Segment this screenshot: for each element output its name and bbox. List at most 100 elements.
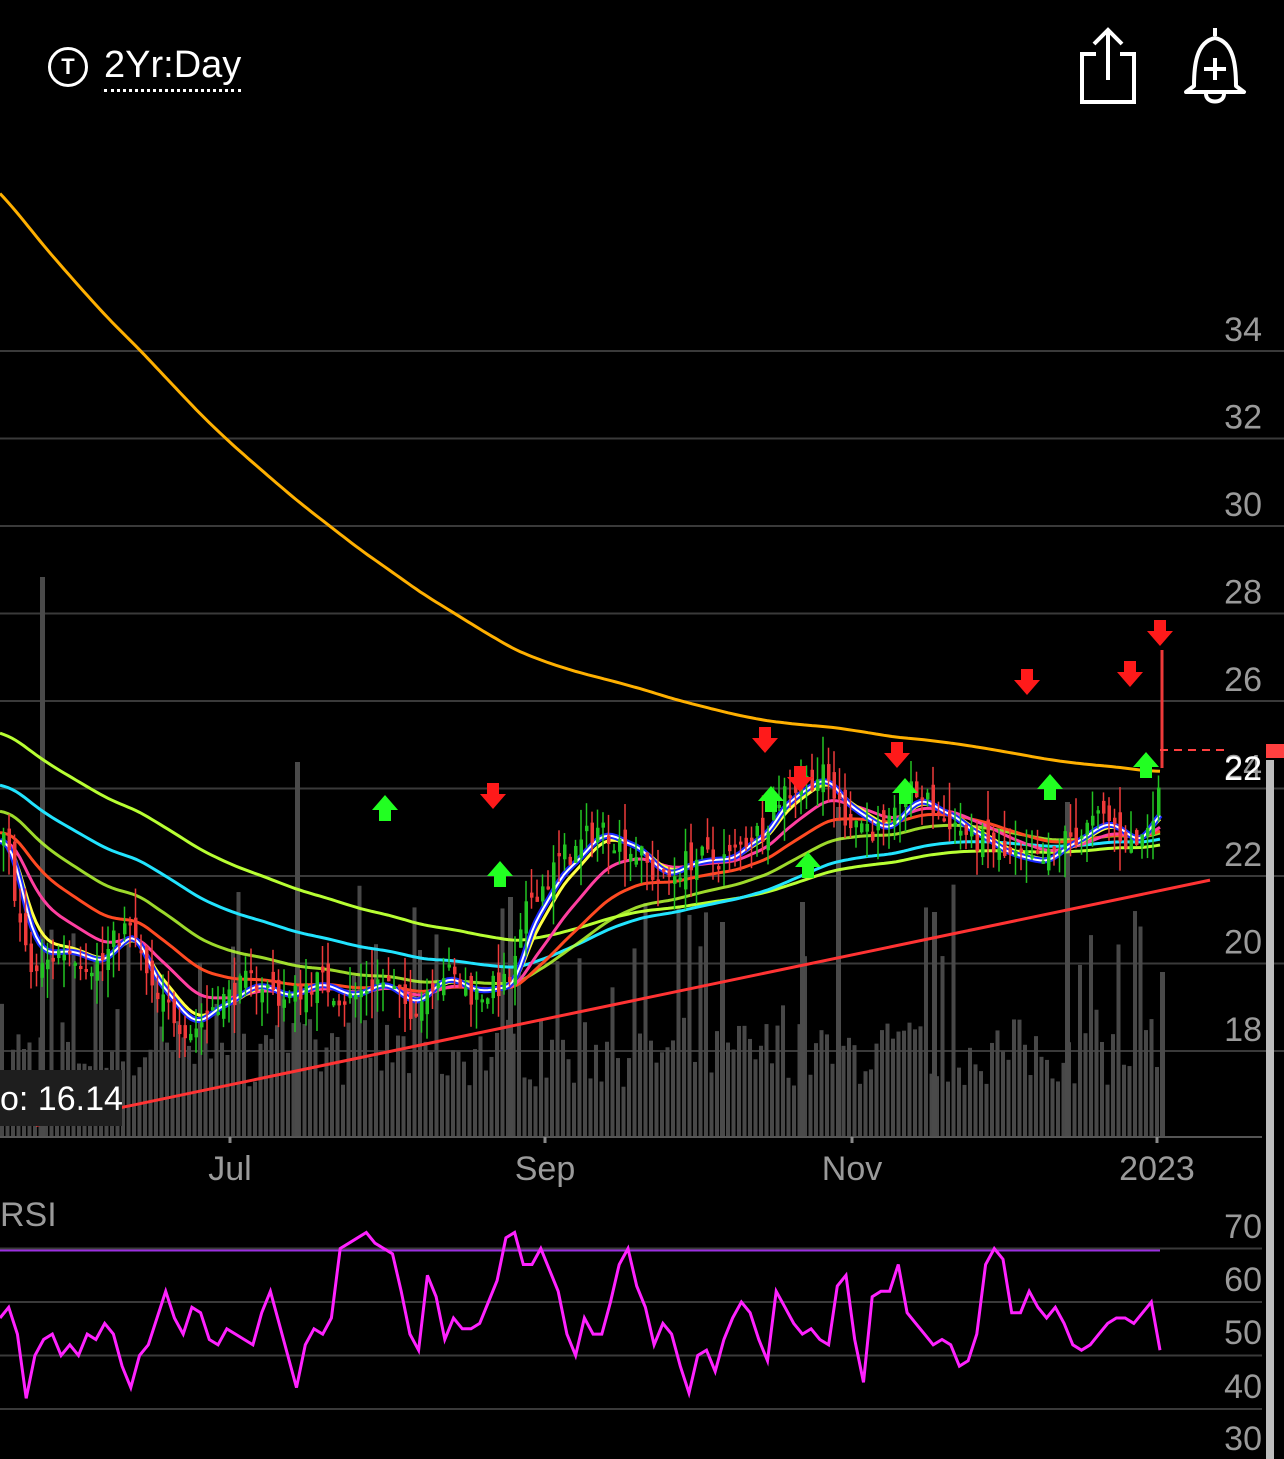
candle-body — [370, 979, 374, 991]
add-alert-button[interactable] — [1182, 24, 1248, 106]
candle-body — [607, 835, 611, 845]
volume-bar — [71, 933, 76, 1137]
candle-body — [436, 983, 440, 988]
volume-bar — [407, 1073, 411, 1137]
volume-bar — [517, 973, 521, 1137]
x-axis: Jul Sep Nov 2023 — [208, 1137, 1195, 1188]
buy-arrow-icon — [487, 861, 513, 887]
last-price-badge: 22 — [1224, 750, 1262, 788]
volume-bar — [561, 1039, 565, 1137]
candle-body — [524, 901, 528, 934]
rsi-indicator — [0, 1230, 1162, 1399]
candle-body — [79, 966, 83, 970]
candle-body — [1052, 846, 1056, 850]
volume-bar — [1127, 1066, 1132, 1137]
volume-bar — [330, 1033, 334, 1137]
volume-bar — [808, 1074, 813, 1137]
candle-body — [981, 829, 985, 858]
volume-bar — [121, 1061, 125, 1137]
volume-bar — [1028, 1075, 1033, 1137]
volume-bar — [1133, 911, 1137, 1137]
candle-body — [497, 972, 501, 997]
candle-body — [750, 837, 754, 842]
volume-bar — [335, 1037, 340, 1137]
volume-bar — [264, 1035, 268, 1137]
candle-body — [1113, 817, 1117, 825]
volume-bar — [225, 1055, 230, 1137]
volume-bar — [143, 1057, 147, 1137]
volume-bar — [126, 939, 131, 1137]
volume-bar — [1056, 1081, 1060, 1137]
volume-bar — [280, 991, 285, 1137]
volume-bar — [357, 885, 362, 1137]
volume-bar — [253, 1081, 257, 1137]
volume-bar — [1061, 1062, 1066, 1137]
candle-body — [783, 786, 787, 812]
volume-bar — [231, 946, 235, 1137]
volume-bar — [687, 914, 692, 1137]
volume-bar — [638, 1033, 642, 1137]
volume-bar — [319, 1071, 323, 1137]
volume-bar — [368, 1057, 373, 1137]
candle-body — [266, 984, 270, 988]
candle-body — [821, 764, 825, 793]
volume-bar — [577, 958, 582, 1137]
volume-bar — [786, 1077, 791, 1137]
sell-arrow-icon — [1147, 620, 1173, 646]
candle-body — [7, 828, 11, 851]
share-button[interactable] — [1076, 24, 1140, 108]
candle-body — [915, 781, 919, 798]
candle-body — [189, 1033, 193, 1041]
volume-bar — [1144, 1030, 1148, 1137]
candle-body — [365, 990, 369, 994]
volume-bar — [709, 1072, 714, 1137]
x-tick-label: Sep — [515, 1150, 576, 1188]
candle-body — [695, 859, 699, 880]
volume-bar — [951, 884, 956, 1137]
candle-body — [953, 822, 957, 827]
volume-spike — [800, 902, 805, 1137]
timeframe-label: 2Yr:Day — [104, 43, 242, 92]
volume-bar — [605, 1041, 609, 1137]
volume-bar — [1045, 1059, 1049, 1137]
volume-bar — [1034, 1036, 1038, 1137]
volume-bar — [302, 1023, 307, 1137]
rsi-label: RSI — [0, 1196, 57, 1234]
candle-body — [288, 993, 292, 999]
candle-body — [1019, 848, 1023, 853]
candle-body — [898, 816, 902, 820]
candle-body — [1157, 787, 1161, 816]
candle-body — [403, 984, 407, 1004]
volume-bar — [478, 1036, 483, 1137]
volume-bar — [566, 1059, 571, 1137]
volume-bar — [698, 946, 703, 1137]
candle-body — [1151, 821, 1155, 836]
sell-arrow-icon — [1014, 669, 1040, 695]
candle-body — [739, 841, 743, 845]
candle-body — [634, 857, 638, 865]
timeframe-selector[interactable]: T 2Yr:Day — [48, 42, 242, 92]
volume-spike — [508, 897, 513, 1137]
candle-body — [24, 913, 28, 946]
volume-bar — [676, 908, 681, 1137]
volume-bar — [748, 1038, 752, 1137]
candle-body — [348, 993, 352, 999]
volume-bar — [847, 1037, 851, 1137]
ma-200-line — [0, 192, 1161, 773]
candle-body — [40, 962, 44, 978]
volume-bar — [627, 1058, 631, 1137]
x-tick-label: Jul — [208, 1150, 251, 1188]
candle-body — [502, 973, 506, 991]
candle-body — [590, 822, 594, 843]
candle-body — [260, 989, 264, 1003]
volume-bar — [599, 1081, 604, 1137]
candle-body — [568, 856, 572, 865]
volume-bar — [1078, 964, 1082, 1137]
candle-body — [689, 842, 693, 871]
volume-bar — [456, 1051, 461, 1137]
volume-bar — [209, 1058, 213, 1137]
candle-body — [337, 1000, 341, 1006]
volume-bar — [880, 1030, 884, 1137]
volume-bar — [852, 1045, 857, 1137]
